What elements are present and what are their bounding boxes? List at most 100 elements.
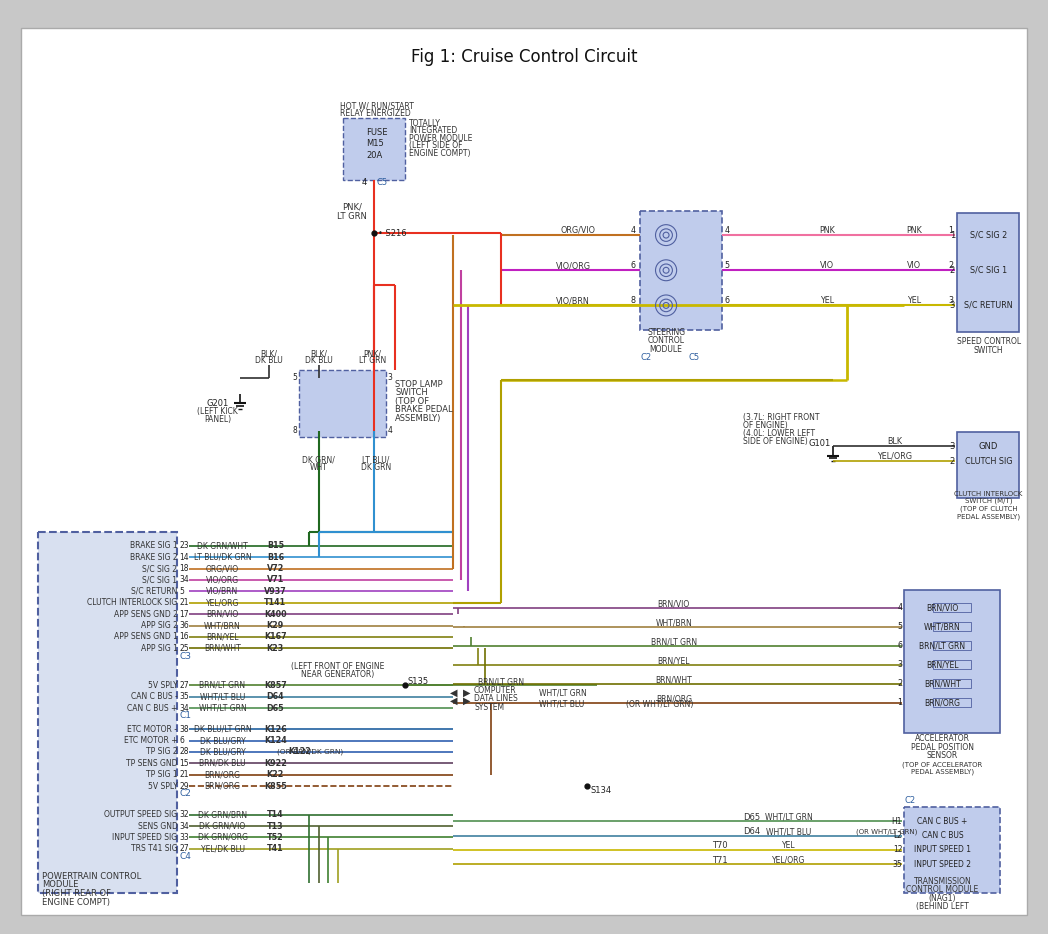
Text: (BEHIND LEFT: (BEHIND LEFT	[916, 902, 969, 912]
Text: CLUTCH SIG: CLUTCH SIG	[965, 457, 1012, 466]
Text: S/C RETURN: S/C RETURN	[131, 587, 177, 596]
Text: 2: 2	[949, 457, 955, 466]
Text: CAN C BUS -: CAN C BUS -	[131, 692, 177, 701]
Text: 8: 8	[292, 426, 298, 435]
Text: WHT/BRN: WHT/BRN	[655, 618, 692, 628]
Text: K29: K29	[267, 621, 284, 630]
Text: S/C RETURN: S/C RETURN	[964, 301, 1013, 310]
Text: BRN/YEL: BRN/YEL	[206, 632, 239, 642]
Text: BRN/VIO: BRN/VIO	[658, 600, 690, 608]
Text: 34: 34	[179, 822, 189, 830]
Text: Fig 1: Cruise Control Circuit: Fig 1: Cruise Control Circuit	[411, 48, 637, 65]
Text: BRN/LT GRN: BRN/LT GRN	[651, 637, 697, 646]
Text: K855: K855	[264, 782, 287, 790]
Text: SENSOR: SENSOR	[926, 751, 958, 760]
Text: DK BLU/LT GRN: DK BLU/LT GRN	[194, 725, 252, 733]
Text: 3: 3	[948, 296, 953, 305]
Text: VIO/ORG: VIO/ORG	[555, 261, 590, 270]
Text: TP SENS GND: TP SENS GND	[126, 758, 177, 768]
Text: BRN/LT GRN: BRN/LT GRN	[199, 681, 245, 690]
Text: K400: K400	[264, 610, 287, 618]
Text: YEL/ORG: YEL/ORG	[772, 856, 806, 865]
Text: DK GRN/BRN: DK GRN/BRN	[198, 810, 247, 819]
Text: V72: V72	[266, 564, 284, 573]
Text: 5V SPLY: 5V SPLY	[148, 782, 177, 790]
Text: DK BLU: DK BLU	[305, 356, 332, 365]
Text: ▶: ▶	[462, 696, 471, 705]
Text: MODULE: MODULE	[42, 881, 79, 889]
Text: 4: 4	[724, 226, 729, 234]
Text: C3: C3	[179, 653, 192, 661]
Text: K167: K167	[264, 632, 287, 642]
Bar	[640, 211, 722, 330]
Text: OUTPUT SPEED SIG: OUTPUT SPEED SIG	[105, 810, 177, 819]
Text: TOTALLY: TOTALLY	[409, 119, 440, 128]
Text: 2: 2	[948, 261, 953, 270]
Bar	[933, 659, 971, 670]
Text: PNK: PNK	[820, 226, 835, 234]
Text: ORG/VIO: ORG/VIO	[561, 226, 595, 234]
Text: ETC MOTOR -: ETC MOTOR -	[128, 725, 177, 733]
Text: VIO/BRN: VIO/BRN	[556, 296, 590, 305]
Text: B15: B15	[267, 542, 284, 550]
Text: T71: T71	[713, 856, 727, 865]
Text: T13: T13	[267, 822, 284, 830]
Text: 2: 2	[897, 679, 902, 688]
Text: 36: 36	[179, 621, 189, 630]
Text: S/C SIG 1: S/C SIG 1	[970, 266, 1007, 275]
Text: 3: 3	[388, 373, 393, 382]
Text: T70: T70	[713, 842, 727, 851]
Text: NEAR GENERATOR): NEAR GENERATOR)	[301, 670, 374, 678]
Text: T52: T52	[267, 833, 284, 842]
Text: STOP LAMP: STOP LAMP	[395, 380, 443, 389]
Text: 6: 6	[724, 296, 729, 305]
Text: 29: 29	[179, 782, 189, 790]
Text: 35: 35	[893, 859, 902, 869]
Text: POWER MODULE: POWER MODULE	[409, 134, 473, 143]
Text: G101: G101	[809, 439, 831, 447]
Bar	[933, 698, 971, 707]
Text: 5: 5	[292, 373, 298, 382]
Text: (4.0L: LOWER LEFT: (4.0L: LOWER LEFT	[743, 429, 815, 438]
Text: BRN/WHT: BRN/WHT	[924, 679, 961, 688]
Text: COMPUTER: COMPUTER	[474, 686, 517, 695]
Bar	[300, 370, 386, 436]
Text: 35: 35	[179, 692, 189, 701]
Text: PEDAL POSITION: PEDAL POSITION	[911, 743, 974, 752]
Text: 18: 18	[179, 564, 189, 573]
Text: B16: B16	[267, 553, 284, 561]
Text: INPUT SPEED 1: INPUT SPEED 1	[914, 845, 971, 855]
Bar	[933, 641, 971, 650]
Text: WHT/LT BLU: WHT/LT BLU	[540, 700, 585, 709]
Text: V71: V71	[267, 575, 284, 585]
Text: 8: 8	[630, 296, 635, 305]
Bar	[38, 531, 177, 893]
Text: BRN/ORG: BRN/ORG	[204, 771, 241, 779]
Text: WHT: WHT	[309, 463, 327, 473]
Text: WHT/BRN: WHT/BRN	[204, 621, 241, 630]
Text: FUSE: FUSE	[367, 128, 388, 137]
Text: C2: C2	[640, 353, 651, 362]
Text: LT BLU/DK GRN: LT BLU/DK GRN	[194, 553, 252, 561]
Text: CLUTCH INTERLOCK SIG: CLUTCH INTERLOCK SIG	[87, 599, 177, 607]
Text: SYSTEM: SYSTEM	[474, 702, 504, 712]
Text: K124: K124	[264, 736, 287, 745]
Text: 20A: 20A	[367, 150, 383, 160]
Text: (TOP OF: (TOP OF	[395, 397, 430, 406]
Text: LT BLU/: LT BLU/	[363, 456, 390, 465]
Text: BRN/YEL: BRN/YEL	[926, 660, 959, 669]
Text: ◀: ◀	[451, 696, 458, 705]
Text: SWITCH: SWITCH	[395, 389, 429, 397]
Text: BRN/ORG: BRN/ORG	[204, 782, 241, 790]
Text: V937: V937	[264, 587, 287, 596]
Text: 4: 4	[630, 226, 635, 234]
Text: 27: 27	[179, 681, 189, 690]
Text: PNK: PNK	[905, 226, 921, 234]
Text: ETC MOTOR +: ETC MOTOR +	[124, 736, 177, 745]
Text: 21: 21	[179, 599, 189, 607]
Text: GND: GND	[979, 442, 999, 450]
Text: C4: C4	[179, 852, 191, 861]
Text: WHT/LT GRN: WHT/LT GRN	[199, 703, 246, 713]
Text: TRS T41 SIG: TRS T41 SIG	[131, 844, 177, 854]
Text: PNK/: PNK/	[364, 349, 381, 359]
